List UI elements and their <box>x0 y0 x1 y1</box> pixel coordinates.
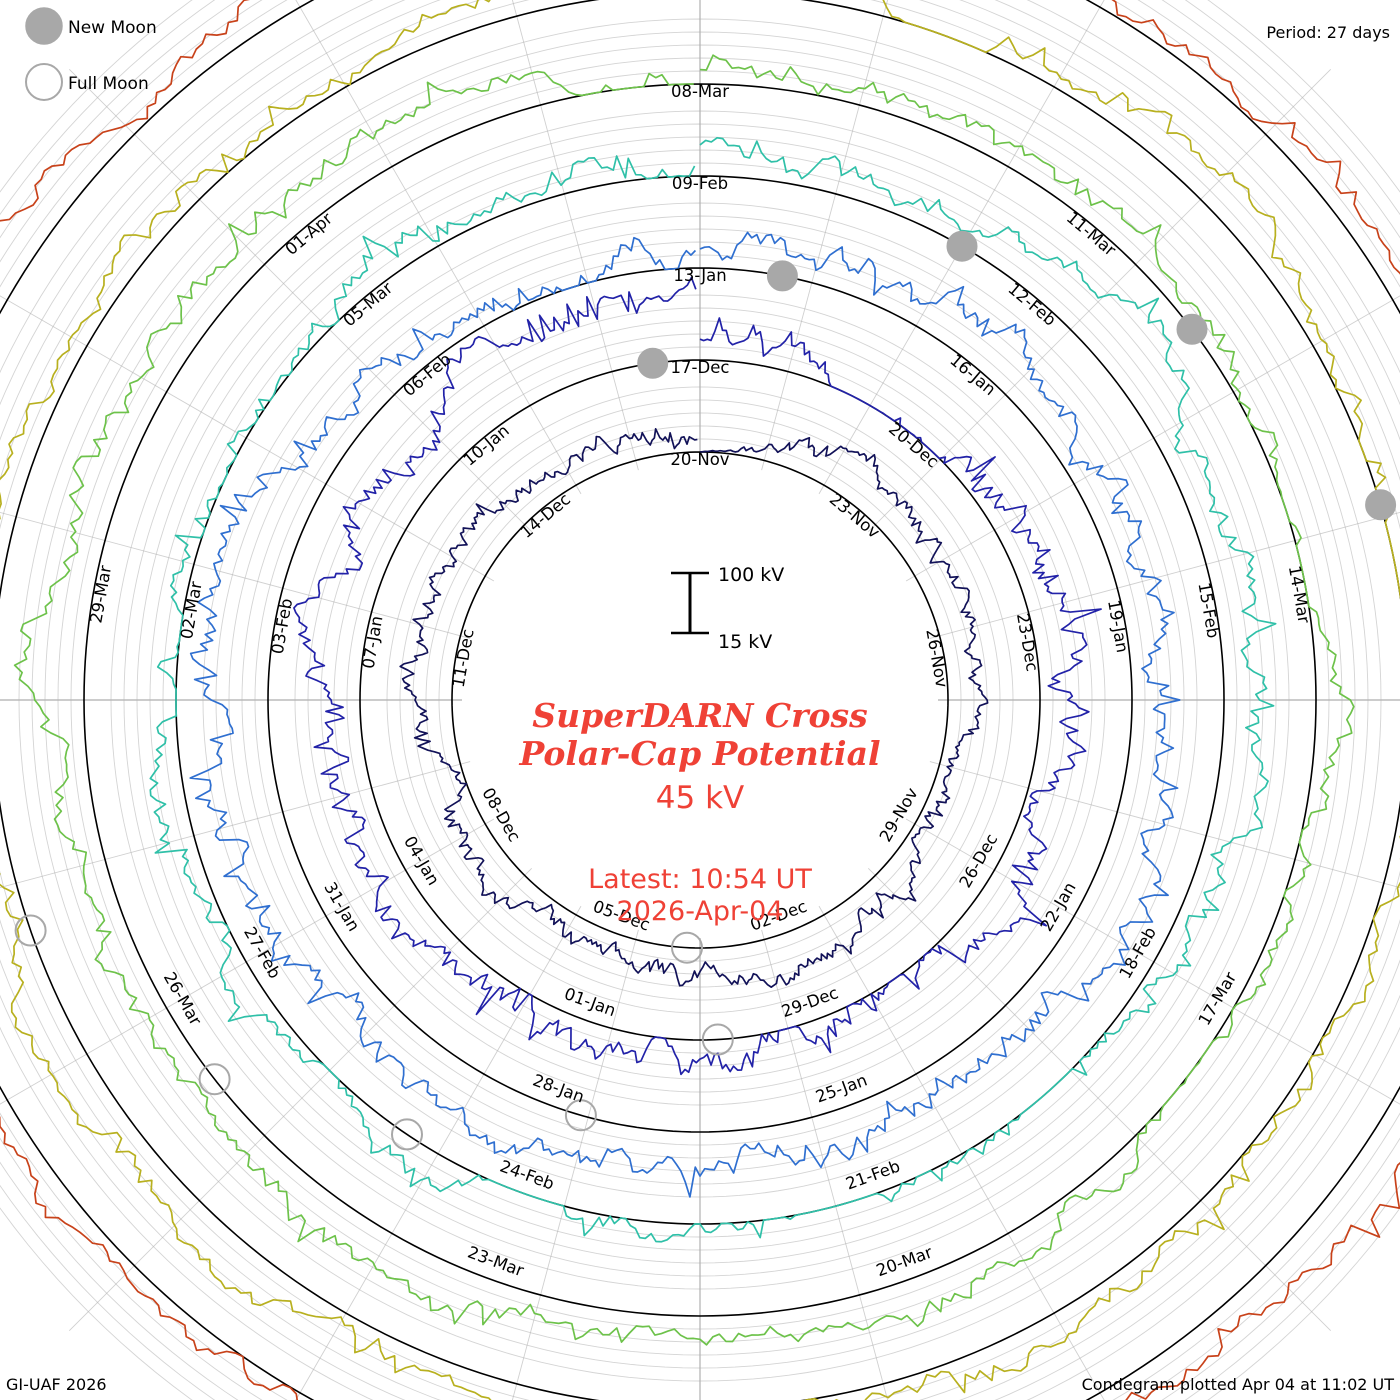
period-text: Period: 27 days <box>1266 23 1390 42</box>
scale-top-label: 100 kV <box>718 564 784 586</box>
date-label: 17-Dec <box>671 358 730 377</box>
date-label: 02-Mar <box>177 580 206 641</box>
footer-right: Condegram plotted Apr 04 at 11:02 UT <box>1082 1375 1395 1394</box>
full-moon-marker <box>14 914 47 947</box>
footer-left: GI-UAF 2026 <box>6 1375 107 1394</box>
date-label: 26-Dec <box>955 830 1001 891</box>
center-title-block: SuperDARN Cross Polar-Cap Potential 45 k… <box>518 696 880 927</box>
date-label: 21-Feb <box>843 1156 902 1193</box>
trace-track-1 <box>293 276 1102 1076</box>
date-label: 14-Mar <box>1285 564 1314 625</box>
date-label: 14-Dec <box>517 490 574 542</box>
new-moon-marker <box>637 347 669 379</box>
date-label: 29-Mar <box>86 564 115 625</box>
date-label: 04-Jan <box>400 833 443 889</box>
legend: New Moon Full Moon <box>25 7 157 101</box>
full-moon-marker <box>198 1063 231 1096</box>
full-moon-label: Full Moon <box>68 74 149 94</box>
scale-bar: 100 kV 15 kV <box>671 564 784 653</box>
date-label: 11-Dec <box>449 628 478 689</box>
trace-track-2 <box>189 231 1181 1198</box>
date-label: 24-Feb <box>497 1156 556 1193</box>
date-label: 07-Jan <box>359 614 387 670</box>
date-label: 13-Jan <box>673 266 726 285</box>
new-moon-label: New Moon <box>68 18 157 38</box>
moon-markers <box>14 230 1397 1151</box>
new-moon-marker <box>1176 313 1208 345</box>
latest-date: 2026-Apr-04 <box>617 896 784 927</box>
date-label: 26-Nov <box>922 627 951 689</box>
new-moon-marker <box>766 260 798 292</box>
date-label: 20-Mar <box>874 1243 935 1281</box>
date-label: 22-Jan <box>1037 879 1080 935</box>
date-label: 17-Mar <box>1195 969 1241 1029</box>
full-moon-marker <box>701 1023 734 1056</box>
date-label: 11-Mar <box>1063 208 1120 260</box>
full-moon-swatch <box>25 63 63 101</box>
date-label: 18-Feb <box>1115 924 1160 982</box>
trace-track-4 <box>13 54 1355 1346</box>
title-line-1: SuperDARN Cross <box>532 696 867 735</box>
date-label: 23-Mar <box>465 1243 526 1281</box>
scale-bottom-label: 15 kV <box>718 631 772 653</box>
date-label: 20-Nov <box>670 450 729 469</box>
date-label: 05-Mar <box>340 278 397 330</box>
date-label: 08-Dec <box>478 784 524 845</box>
date-label: 19-Jan <box>1104 598 1132 654</box>
full-moon-marker <box>671 931 703 964</box>
new-moon-swatch <box>25 7 63 45</box>
trace-track-0 <box>399 428 989 988</box>
date-label: 01-Apr <box>282 209 337 259</box>
new-moon-marker <box>946 230 978 262</box>
current-value: 45 kV <box>656 780 744 816</box>
new-moon-marker <box>1365 489 1397 521</box>
latest-time: Latest: 10:54 UT <box>588 864 812 895</box>
date-label: 16-Jan <box>946 350 999 399</box>
date-label: 12-Feb <box>1004 279 1059 330</box>
date-label: 31-Jan <box>320 879 363 935</box>
title-line-2: Polar-Cap Potential <box>518 734 880 773</box>
date-label: 15-Feb <box>1194 581 1222 640</box>
date-label: 10-Jan <box>460 421 513 470</box>
date-label: 20-Dec <box>885 419 942 471</box>
date-label: 03-Feb <box>268 597 296 656</box>
full-moon-marker <box>391 1118 423 1151</box>
date-label: 29-Dec <box>779 983 841 1021</box>
full-moon-marker <box>564 1099 597 1132</box>
trace-track-3 <box>149 136 1277 1243</box>
date-label: 26-Mar <box>160 969 206 1029</box>
date-label: 09-Feb <box>672 174 728 193</box>
date-label: 23-Dec <box>1013 612 1042 673</box>
date-label: 23-Nov <box>826 489 884 542</box>
date-label: 08-Mar <box>671 82 729 101</box>
